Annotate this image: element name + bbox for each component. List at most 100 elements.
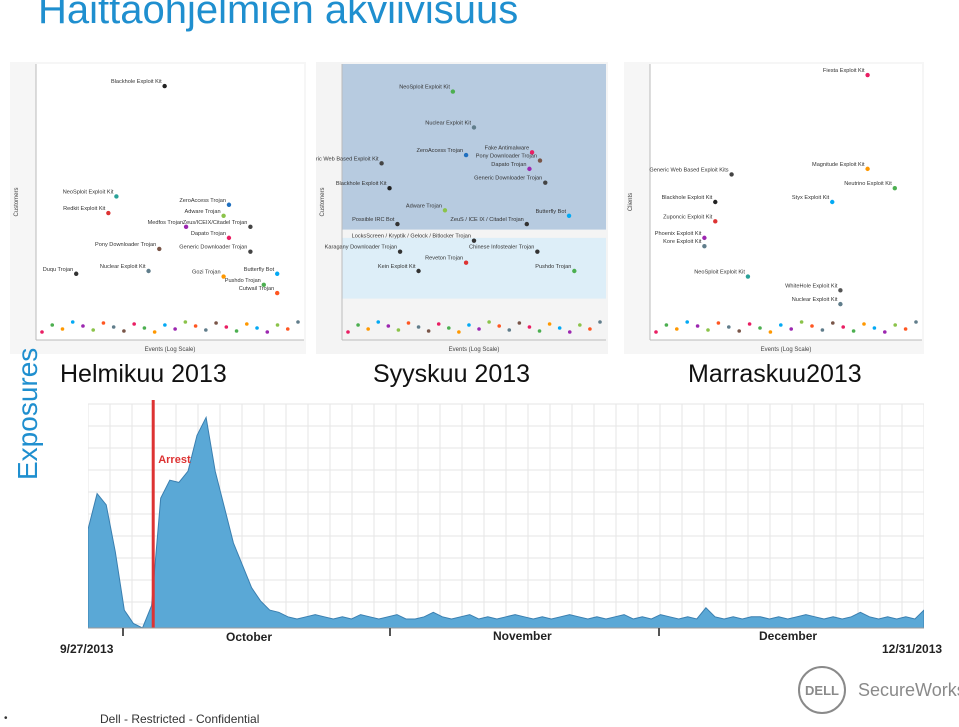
point-label: WhiteHole Exploit Kit bbox=[785, 283, 838, 289]
data-point bbox=[106, 210, 111, 216]
data-point bbox=[261, 282, 266, 287]
exposures-label: Exposures bbox=[12, 347, 43, 480]
secureworks-logo: SecureWorks bbox=[858, 680, 959, 700]
plot-area bbox=[650, 64, 922, 340]
point-label: Generic Web Based Exploit Kits bbox=[649, 167, 728, 173]
low-activity-point bbox=[40, 330, 44, 334]
low-activity-point bbox=[779, 323, 783, 327]
data-point bbox=[275, 271, 280, 276]
data-point bbox=[838, 288, 843, 293]
data-point bbox=[114, 194, 119, 199]
low-activity-point bbox=[527, 325, 532, 329]
low-activity-point bbox=[396, 328, 401, 332]
point-label: Adware Trojan bbox=[185, 209, 221, 215]
data-point bbox=[74, 271, 79, 276]
low-activity-point bbox=[346, 330, 350, 334]
low-activity-point bbox=[132, 322, 136, 326]
scatter-panel-feb-2013: Customers Events (Log Scale) Blackhole Exp… bbox=[10, 62, 306, 354]
data-point bbox=[395, 221, 400, 227]
caption-nov-2013: Marraskuu2013 bbox=[688, 360, 862, 388]
scatter-panel-sep-2013: Customers Events (Log Scale) NeoSploit Exp… bbox=[316, 62, 608, 354]
point-label: Zeus/ICEIX/Citadel Trojan bbox=[183, 220, 248, 226]
data-point bbox=[162, 83, 167, 89]
data-point bbox=[157, 246, 162, 252]
low-activity-point bbox=[758, 326, 762, 330]
low-activity-point bbox=[193, 324, 198, 328]
data-point bbox=[379, 161, 384, 166]
point-label: Generic Web Based Exploit Kit bbox=[316, 156, 379, 162]
low-activity-point bbox=[893, 323, 897, 327]
exposure-timeline-chart: Arrest bbox=[88, 400, 924, 629]
data-point bbox=[248, 249, 253, 254]
low-activity-point bbox=[204, 328, 208, 332]
low-activity-point bbox=[841, 325, 845, 329]
month-tick-mark bbox=[658, 628, 660, 636]
point-label: Zuponcic Exploit Kit bbox=[663, 214, 713, 220]
month-tick-label: December bbox=[759, 629, 818, 643]
low-activity-point bbox=[245, 322, 249, 326]
low-activity-point bbox=[60, 327, 65, 331]
low-activity-point bbox=[163, 323, 167, 327]
low-activity-point bbox=[152, 330, 157, 334]
data-point bbox=[529, 150, 535, 155]
data-point bbox=[543, 180, 548, 185]
scatter-svg-feb-2013: Customers Events (Log Scale) Blackhole Exp… bbox=[10, 62, 306, 354]
low-activity-point bbox=[588, 327, 592, 331]
low-activity-point bbox=[654, 330, 658, 334]
low-activity-point bbox=[101, 321, 106, 325]
point-label: Pony Downloader Trojan bbox=[476, 154, 537, 160]
low-activity-point bbox=[416, 325, 421, 329]
low-activity-point bbox=[467, 323, 471, 327]
point-label: Gozi Trojan bbox=[192, 270, 221, 276]
data-point bbox=[183, 224, 189, 230]
low-activity-point bbox=[862, 322, 866, 326]
point-label: Chinese Infostealer Trojan bbox=[469, 245, 534, 251]
data-point bbox=[702, 235, 707, 241]
low-activity-point bbox=[285, 327, 290, 331]
low-activity-point bbox=[567, 330, 572, 334]
caption-sep-2013: Syyskuu 2013 bbox=[373, 360, 531, 388]
slide-title: Haittaohjelmien akviivisuus bbox=[38, 0, 519, 32]
data-point bbox=[463, 152, 469, 158]
month-tick-label: October bbox=[226, 630, 273, 644]
low-activity-point bbox=[789, 327, 793, 331]
low-activity-point bbox=[487, 320, 491, 324]
low-activity-point bbox=[234, 329, 239, 333]
low-activity-point bbox=[664, 323, 669, 327]
scatter-panel-nov-2013: Clients Events (Log Scale) Fiesta Exploit … bbox=[624, 62, 924, 354]
low-activity-point bbox=[457, 330, 461, 334]
data-point bbox=[537, 158, 543, 163]
y-axis-label: Customers bbox=[320, 187, 326, 216]
point-label: Kore Exploit Kit bbox=[663, 239, 702, 245]
low-activity-point bbox=[727, 325, 731, 329]
point-label: Kein Exploit Kit bbox=[378, 264, 416, 270]
point-label: LocksScreen / Kryptik / Gelock / Bitlock… bbox=[352, 234, 471, 240]
low-activity-point bbox=[507, 328, 512, 332]
low-activity-point bbox=[578, 323, 582, 327]
low-activity-point bbox=[695, 324, 700, 328]
timeline-end-date: 12/31/2013 bbox=[882, 642, 943, 656]
data-point bbox=[416, 268, 421, 274]
point-label: Adware Trojan bbox=[406, 203, 442, 209]
low-activity-point bbox=[386, 324, 391, 328]
data-point bbox=[713, 199, 718, 205]
low-activity-point bbox=[81, 324, 85, 328]
footer-bullet: • bbox=[4, 713, 8, 724]
data-point bbox=[865, 72, 870, 78]
point-label: Phoenix Exploit Kit bbox=[655, 231, 702, 237]
timeline-start-date: 9/27/2013 bbox=[60, 642, 114, 656]
data-point bbox=[830, 199, 835, 205]
plot-area bbox=[36, 64, 304, 340]
low-activity-point bbox=[447, 326, 451, 330]
low-activity-point bbox=[91, 328, 95, 332]
low-activity-point bbox=[214, 321, 218, 325]
data-point bbox=[524, 221, 529, 227]
low-activity-point bbox=[537, 329, 542, 333]
panel-middle-band bbox=[342, 237, 606, 299]
point-label: Nuclear Exploit Kit bbox=[425, 120, 471, 126]
low-activity-point bbox=[883, 330, 887, 334]
data-point bbox=[226, 202, 232, 207]
point-label: Butterfly Bot bbox=[536, 209, 567, 215]
point-label: Blackhole Exploit Kit bbox=[336, 181, 387, 187]
point-label: Medfos Trojan bbox=[148, 220, 183, 226]
